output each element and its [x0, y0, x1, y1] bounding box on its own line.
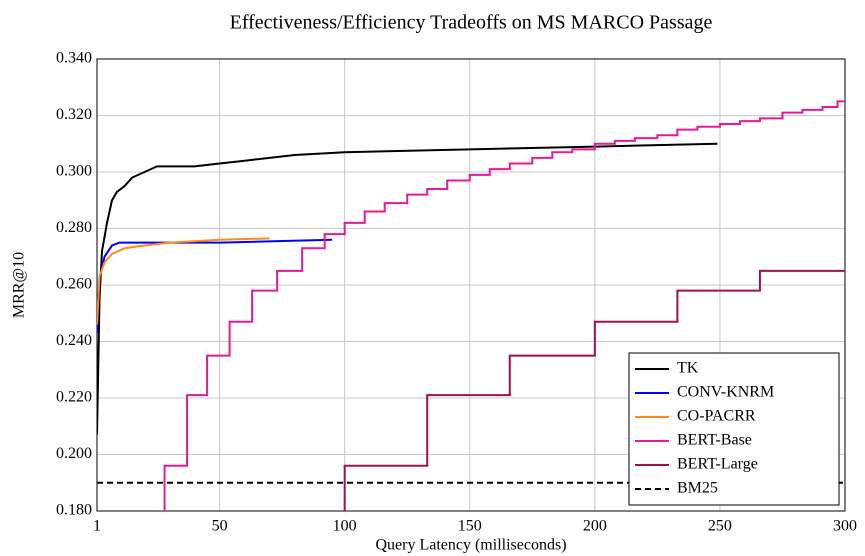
x-tick-label: 200 — [583, 518, 607, 535]
y-tick-label: 0.320 — [56, 106, 92, 123]
series-line — [97, 238, 333, 334]
y-tick-label: 0.340 — [56, 50, 92, 67]
y-tick-label: 0.220 — [56, 389, 92, 406]
y-axis-label: MRR@10 — [11, 252, 28, 318]
legend-label: BM25 — [677, 480, 718, 497]
chart-title: Effectiveness/Efficiency Tradeoffs on MS… — [230, 12, 713, 34]
y-tick-label: 0.300 — [56, 163, 92, 180]
x-tick-label: 1 — [93, 518, 101, 535]
y-tick-label: 0.260 — [56, 276, 92, 293]
legend-label: CO-PACRR — [677, 408, 756, 425]
x-tick-label: 250 — [708, 518, 732, 535]
legend-box — [628, 352, 840, 506]
y-tick-label: 0.200 — [56, 445, 92, 462]
legend-label: BERT-Base — [677, 432, 752, 449]
series-line — [97, 142, 718, 435]
series-line — [97, 237, 270, 325]
legend-label: TK — [677, 360, 699, 377]
x-tick-label: 50 — [212, 518, 228, 535]
y-tick-label: 0.240 — [56, 332, 92, 349]
x-tick-label: 300 — [833, 518, 857, 535]
x-tick-label: 150 — [458, 518, 482, 535]
x-tick-label: 100 — [333, 518, 357, 535]
x-axis-label: Query Latency (milliseconds) — [375, 537, 566, 554]
y-tick-label: 0.280 — [56, 219, 92, 236]
legend-label: BERT-Large — [677, 456, 758, 473]
plot-frame — [96, 58, 846, 512]
y-tick-label: 0.180 — [56, 502, 92, 519]
legend-label: CONV-KNRM — [677, 384, 774, 401]
